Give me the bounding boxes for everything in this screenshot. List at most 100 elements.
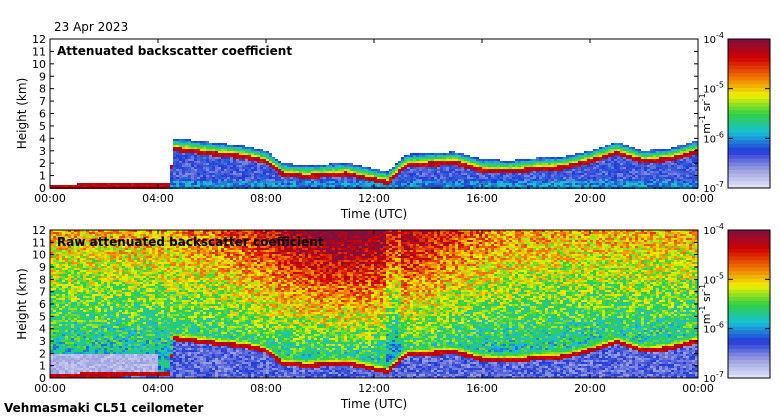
heatmap-cell [689,167,692,169]
heatmap-cell [98,270,101,272]
heatmap-cell [626,171,629,173]
heatmap-cell [224,151,227,153]
heatmap-cell [185,153,188,155]
heatmap-cell [95,326,98,328]
heatmap-cell [257,177,260,179]
heatmap-cell [209,185,212,187]
heatmap-cell [638,161,641,163]
heatmap-cell [536,169,539,171]
heatmap-cell [62,286,65,288]
heatmap-cell [548,185,551,187]
heatmap-cell [659,161,662,163]
heatmap-cell [545,167,548,169]
heatmap-cell [65,358,68,360]
heatmap-cell [422,157,425,159]
x-tick-label: 20:00 [574,192,606,205]
heatmap-cell [98,272,101,274]
heatmap-cell [254,149,257,151]
heatmap-cell [482,163,485,165]
heatmap-cell [527,161,530,163]
heatmap-cell [365,185,368,187]
heatmap-cell [80,232,83,234]
heatmap-cell [425,171,428,173]
heatmap-cell [422,153,425,155]
heatmap-cell [518,173,521,175]
heatmap-cell [473,169,476,171]
heatmap-cell [635,173,638,175]
heatmap-cell [602,169,605,171]
heatmap-cell [116,240,119,242]
heatmap-cell [230,161,233,163]
heatmap-cell [311,167,314,169]
heatmap-cell [626,177,629,179]
heatmap-cell [176,165,179,167]
heatmap-cell [56,248,59,250]
heatmap-cell [452,159,455,161]
heatmap-cell [62,258,65,260]
heatmap-cell [545,169,548,171]
heatmap-cell [185,155,188,157]
heatmap-cell [77,372,80,374]
heatmap-cell [65,232,68,234]
heatmap-cell [89,298,92,300]
heatmap-cell [572,185,575,187]
heatmap-cell [470,173,473,175]
heatmap-cell [107,282,110,284]
heatmap-cell [455,185,458,187]
heatmap-cell [92,185,95,187]
heatmap-cell [98,368,101,370]
panel-title: Attenuated backscatter coefficient [57,44,292,58]
heatmap-cell [425,181,428,183]
heatmap-cell [215,185,218,187]
heatmap-cell [479,181,482,183]
heatmap-cell [677,165,680,167]
heatmap-cell [236,163,239,165]
heatmap-cell [518,167,521,169]
heatmap-cell [191,165,194,167]
heatmap-cell [662,167,665,169]
heatmap-cell [110,360,113,362]
heatmap-cell [458,173,461,175]
heatmap-cell [680,159,683,161]
heatmap-cell [347,173,350,175]
heatmap-cell [116,316,119,318]
heatmap-cell [359,177,362,179]
heatmap-cell [221,183,224,185]
heatmap-cell [221,169,224,171]
heatmap-cell [104,372,107,374]
heatmap-cell [251,183,254,185]
heatmap-cell [59,314,62,316]
heatmap-cell [530,169,533,171]
heatmap-cell [518,169,521,171]
heatmap-cell [56,284,59,286]
heatmap-cell [353,177,356,179]
heatmap-cell [386,177,389,179]
heatmap-cell [65,318,68,320]
heatmap-cell [608,145,611,147]
heatmap-cell [104,318,107,320]
heatmap-cell [59,284,62,286]
heatmap-cell [65,244,68,246]
heatmap-cell [200,163,203,165]
heatmap-cell [95,236,98,238]
heatmap-cell [485,175,488,177]
heatmap-cell [158,183,161,185]
heatmap-cell [197,163,200,165]
heatmap-cell [101,298,104,300]
heatmap-cell [503,169,506,171]
heatmap-cell [455,157,458,159]
heatmap-cell [221,177,224,179]
heatmap-cell [434,159,437,161]
heatmap-cell [263,159,266,161]
heatmap-cell [542,169,545,171]
heatmap-cell [413,167,416,169]
heatmap-cell [674,155,677,157]
heatmap-cell [602,177,605,179]
heatmap-cell [515,179,518,181]
heatmap-cell [272,157,275,159]
heatmap-cell [608,173,611,175]
heatmap-cell [539,163,542,165]
heatmap-cell [221,175,224,177]
heatmap-cell [668,163,671,165]
heatmap-cell [401,183,404,185]
